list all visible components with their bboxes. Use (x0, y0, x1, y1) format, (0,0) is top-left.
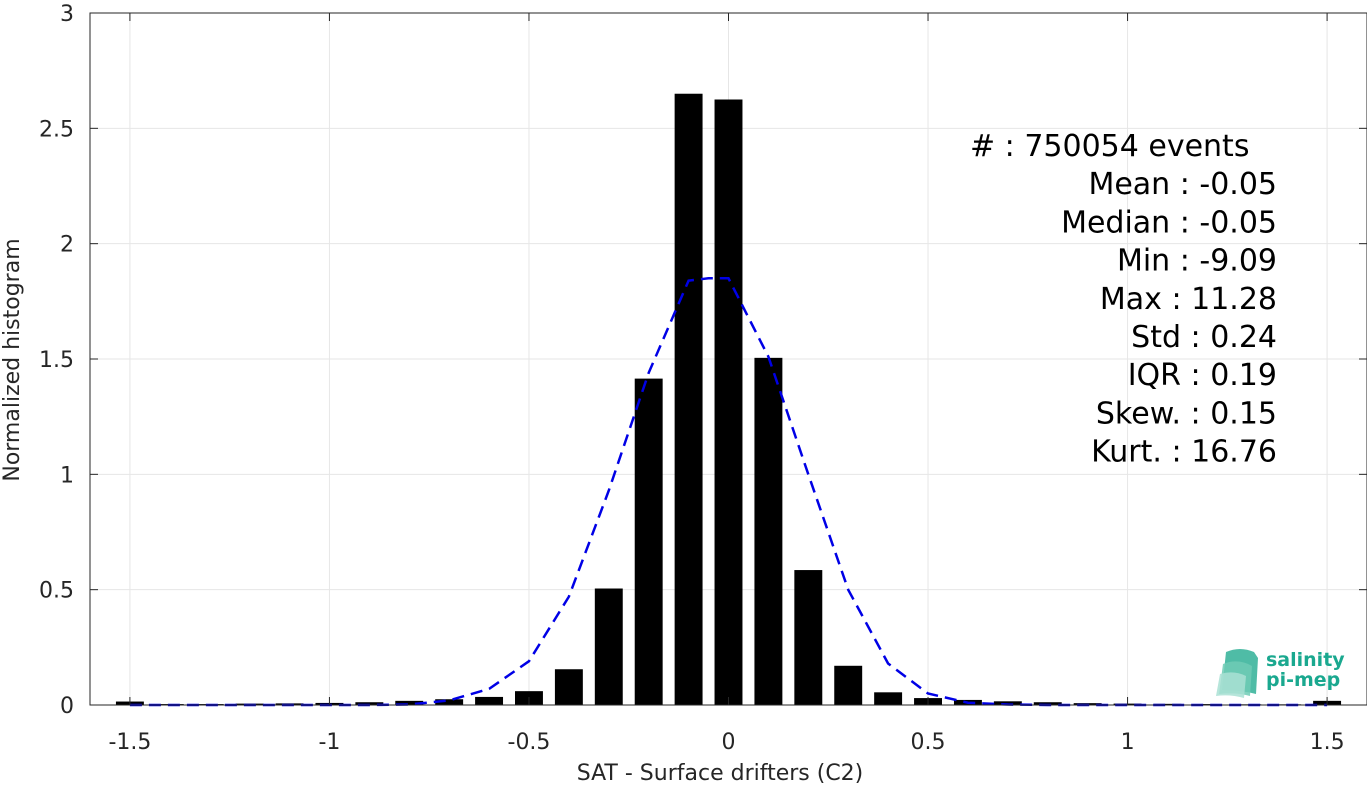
histogram-bar (993, 701, 1022, 705)
histogram-bar (475, 696, 504, 705)
stat-line: Mean : -0.05 (1088, 167, 1277, 202)
histogram-bar (754, 357, 783, 705)
x-axis-title: SAT - Surface drifters (C2) (577, 761, 864, 785)
histogram-bar (634, 378, 663, 705)
logo-text-pi-mep: pi-mep (1266, 669, 1340, 691)
y-tick-label: 1.5 (39, 348, 74, 373)
y-tick-label: 0.5 (39, 579, 74, 604)
histogram-bars (115, 93, 1342, 705)
y-tick-label: 1 (60, 463, 74, 488)
x-tick-label: 0.5 (911, 730, 946, 755)
x-tick-label: 0 (722, 730, 736, 755)
y-axis-tick-labels: 0 0.5 1 1.5 2 2.5 3 (39, 2, 74, 719)
histogram-bar (395, 700, 424, 705)
y-axis-title: Normalized histogram (0, 238, 25, 481)
stat-line: Kurt. : 16.76 (1091, 435, 1277, 470)
histogram-bar (554, 669, 583, 705)
histogram-bar (355, 702, 384, 705)
stat-line: Max : 11.28 (1100, 282, 1277, 317)
x-tick-label: -1 (318, 730, 340, 755)
x-tick-label: 1.5 (1310, 730, 1345, 755)
y-tick-label: 2.5 (39, 117, 74, 142)
histogram-bar (674, 93, 703, 705)
histogram-bar (594, 588, 623, 705)
histogram-bar (794, 570, 823, 705)
stat-line: IQR : 0.19 (1128, 358, 1277, 393)
y-tick-label: 3 (60, 2, 74, 27)
x-tick-label: -1.5 (108, 730, 151, 755)
logo-text-salinity: salinity (1266, 649, 1345, 671)
stat-line: Median : -0.05 (1061, 205, 1277, 240)
salinity-pi-mep-logo: salinity pi-mep (1216, 649, 1345, 698)
histogram-bar (1033, 702, 1062, 705)
stat-line: Std : 0.24 (1131, 320, 1277, 355)
y-tick-label: 0 (60, 694, 74, 719)
histogram-bar (874, 692, 903, 705)
x-axis-tick-labels: -1.5 -1 -0.5 0 0.5 1 1.5 (108, 730, 1344, 755)
stat-line: Min : -9.09 (1117, 244, 1277, 279)
axis-ticks (90, 12, 1367, 706)
stat-line: Skew. : 0.15 (1096, 396, 1277, 431)
logo-wave-icon (1216, 649, 1258, 698)
histogram-bar (714, 99, 743, 705)
histogram-bar (834, 665, 863, 705)
histogram-bar (435, 699, 464, 705)
x-tick-label: 1 (1121, 730, 1135, 755)
y-tick-label: 2 (60, 233, 74, 258)
stat-line: # : 750054 events (970, 129, 1249, 164)
x-tick-label: -0.5 (508, 730, 551, 755)
histogram-bar (1153, 703, 1182, 705)
